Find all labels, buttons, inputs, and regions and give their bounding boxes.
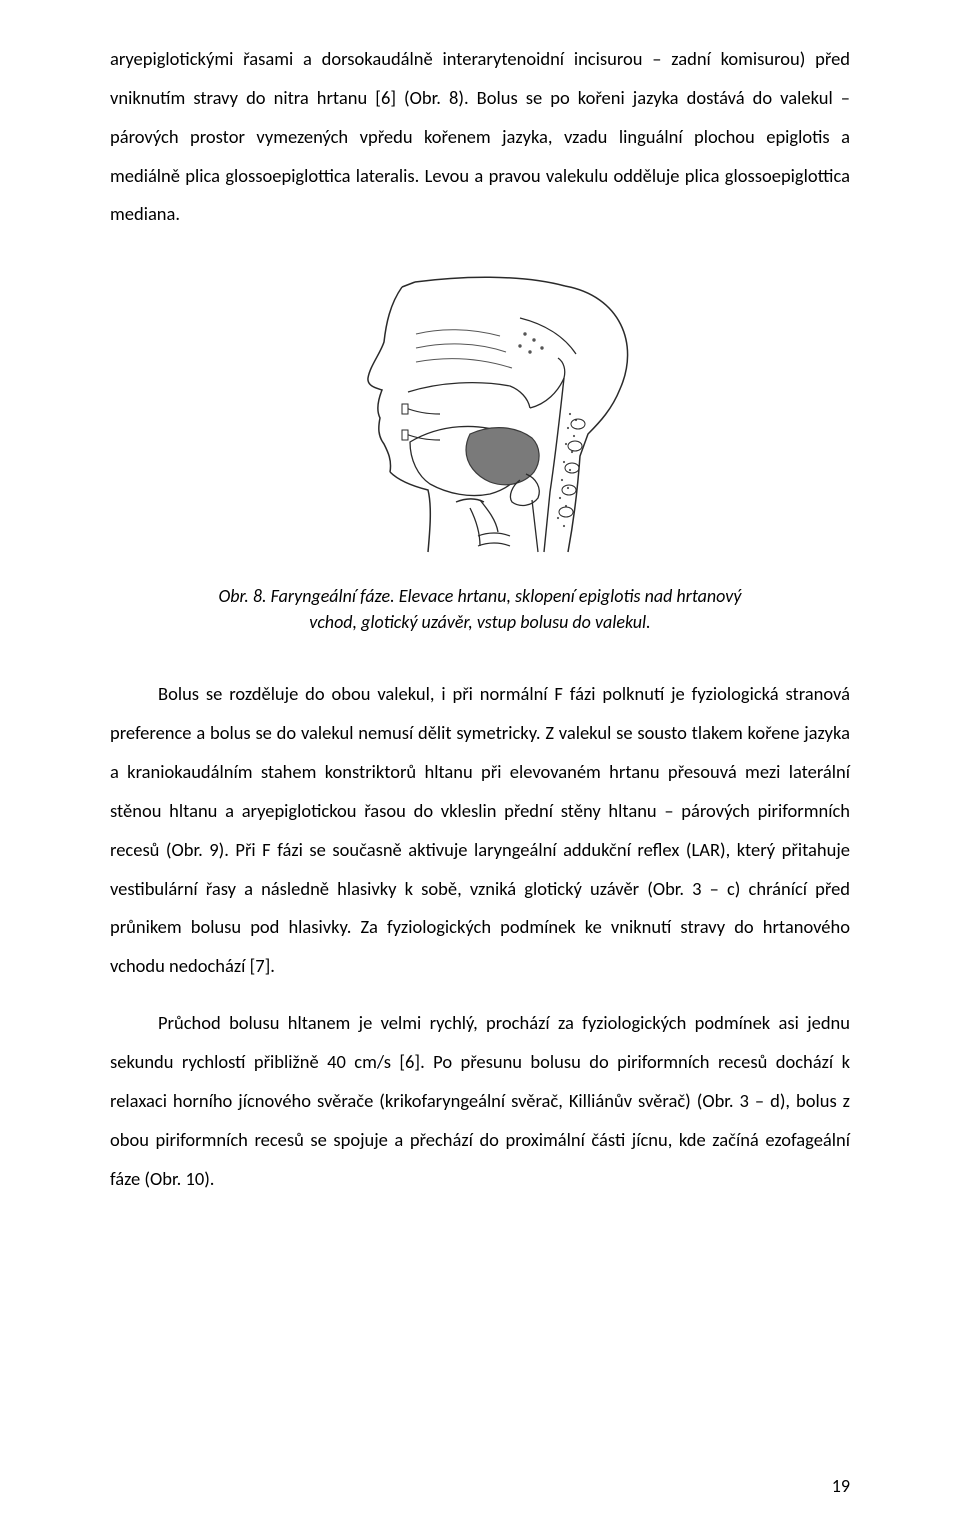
figure-8: Obr. 8. Faryngeální fáze. Elevace hrtanu…: [110, 274, 850, 635]
paragraph-1: aryepiglotickými řasami a dorsokaudálně …: [110, 40, 850, 234]
paragraph-3: Průchod bolusu hltanem je velmi rychlý, …: [110, 1004, 850, 1198]
page-container: aryepiglotickými řasami a dorsokaudálně …: [0, 0, 960, 1537]
figure-8-caption: Obr. 8. Faryngeální fáze. Elevace hrtanu…: [200, 583, 760, 635]
figure-8-illustration: [320, 274, 640, 564]
page-number: 19: [832, 1475, 850, 1497]
figure-caption-title: Obr. 8. Faryngeální fáze.: [219, 585, 395, 607]
paragraph-2: Bolus se rozděluje do obou valekul, i př…: [110, 675, 850, 986]
